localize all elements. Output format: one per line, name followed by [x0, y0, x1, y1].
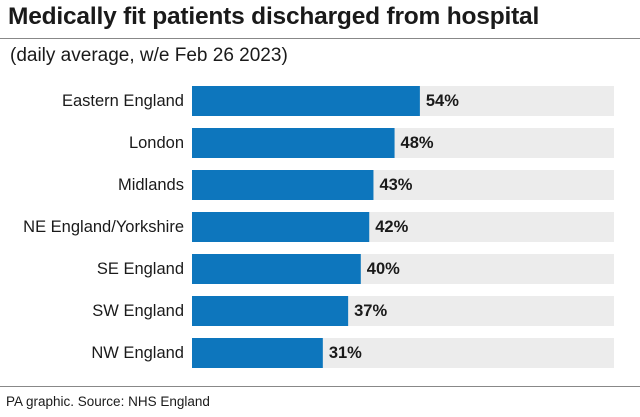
footer-divider — [0, 386, 640, 387]
data-label: 48% — [401, 134, 434, 152]
bar — [192, 296, 349, 326]
data-label: 54% — [426, 92, 459, 110]
category-label: Eastern England — [62, 92, 184, 110]
chart-title: Medically fit patients discharged from h… — [8, 3, 540, 30]
category-label: London — [129, 134, 184, 152]
category-label: Midlands — [118, 176, 184, 194]
category-label: NE England/Yorkshire — [23, 218, 184, 236]
category-label: NW England — [91, 344, 184, 362]
data-label: 40% — [367, 260, 400, 278]
data-label: 31% — [329, 344, 362, 362]
chart-subtitle: (daily average, w/e Feb 26 2023) — [10, 45, 288, 66]
bar-chart: Eastern England 54% London 48% Midlands 43% NE… — [23, 86, 614, 368]
bar — [192, 128, 395, 158]
data-label: 43% — [379, 176, 412, 194]
source-note: PA graphic. Source: NHS England — [6, 394, 210, 409]
bar — [192, 212, 370, 242]
data-label: 42% — [375, 218, 408, 236]
bar — [192, 86, 420, 116]
data-label: 37% — [354, 302, 387, 320]
title-divider — [0, 38, 640, 39]
bar — [192, 170, 374, 200]
category-label: SE England — [97, 260, 184, 278]
category-label: SW England — [92, 302, 184, 320]
bar — [192, 338, 323, 368]
bar — [192, 254, 361, 284]
